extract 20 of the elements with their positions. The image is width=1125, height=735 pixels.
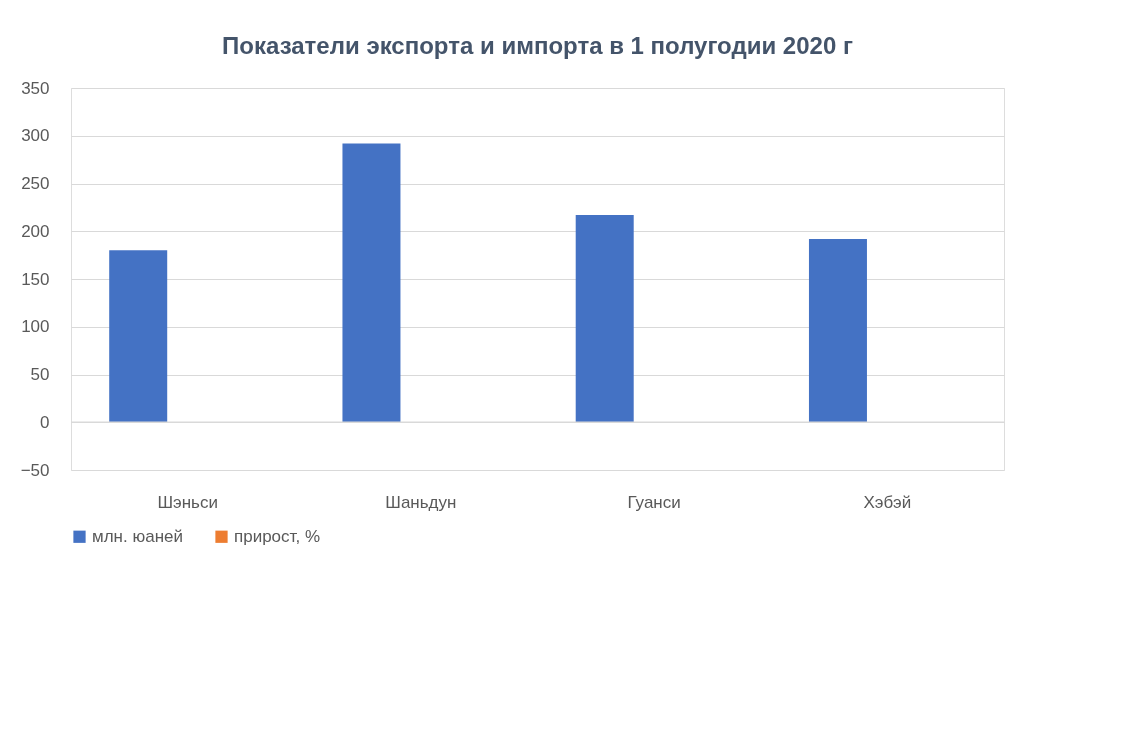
y-tick-label: 0 xyxy=(40,412,50,432)
y-tick-label: 100 xyxy=(21,317,50,337)
legend-label: прирост, % xyxy=(234,526,321,546)
y-tick-label: 300 xyxy=(21,126,50,146)
bar xyxy=(575,215,634,423)
y-tick-label: 250 xyxy=(21,174,50,193)
y-tick-label: 350 xyxy=(21,78,50,98)
y-tick-label: 150 xyxy=(21,269,50,289)
x-tick-label: Шэньси xyxy=(157,492,218,512)
x-tick-label: Шаньдун xyxy=(385,492,457,512)
y-tick-label: 200 xyxy=(21,221,50,241)
y-tick-label: −50 xyxy=(20,460,50,480)
y-tick-label: 50 xyxy=(30,365,50,384)
legend-label: млн. юаней xyxy=(92,526,183,546)
chart-title: Показатели экспорта и импорта в 1 полугодии 2020 г xyxy=(222,32,853,59)
bar xyxy=(808,238,867,423)
bar xyxy=(342,143,401,423)
x-tick-label: Хэбэй xyxy=(863,492,912,512)
bar xyxy=(109,250,168,423)
x-tick-label: Гуанси xyxy=(627,492,681,512)
